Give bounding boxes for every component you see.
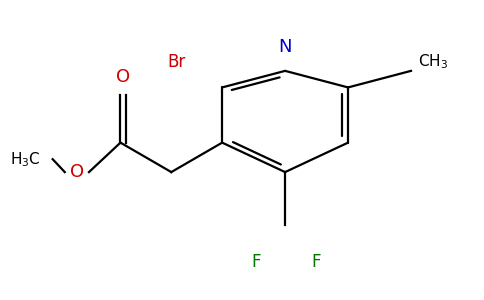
Text: F: F bbox=[312, 253, 321, 271]
Text: O: O bbox=[70, 163, 84, 181]
Text: Br: Br bbox=[167, 53, 186, 71]
Text: F: F bbox=[251, 253, 261, 271]
Text: H$_3$C: H$_3$C bbox=[10, 150, 41, 169]
Text: CH$_3$: CH$_3$ bbox=[418, 52, 448, 71]
Text: N: N bbox=[278, 38, 292, 56]
Text: O: O bbox=[116, 68, 130, 85]
